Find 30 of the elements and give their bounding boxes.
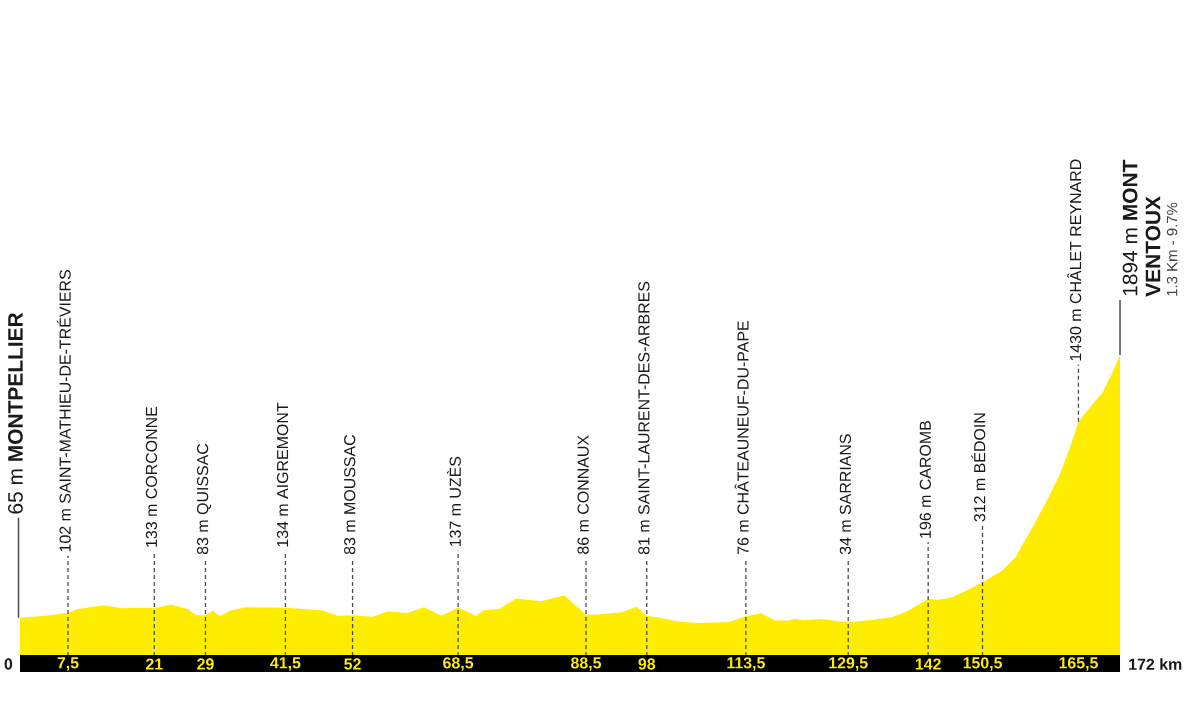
x-tick-label: 41,5 <box>270 657 301 671</box>
annotation: 83 m QUISSAC <box>196 443 212 555</box>
x-tick-label: 52 <box>344 658 361 670</box>
x-tick-label: 7,5 <box>57 657 79 671</box>
annotation: 312 m BÉDOIN <box>971 413 986 522</box>
text: 1.3 Km - 9.7% <box>1166 202 1178 296</box>
annotation: 134 m AIGREMONT <box>276 402 289 547</box>
x-tick-label: 150,5 <box>963 657 1003 671</box>
annotation: 196 m CAROMB <box>919 421 931 538</box>
annotation: 34 m SARRIANS <box>839 434 851 555</box>
annotation: 81 m SAINT-LAURENT-DES-ARBRES <box>638 281 650 555</box>
annotation: 0 <box>4 658 13 670</box>
x-tick-label: 98 <box>638 658 656 670</box>
x-tick-label: 21 <box>145 658 163 670</box>
x-tick-label: 129,5 <box>829 657 868 671</box>
annotation: 137 m UZÈS <box>446 456 461 547</box>
annotation: 1430 m CHÂLET REYNARD <box>1067 159 1082 361</box>
x-tick-label: 68,5 <box>443 657 474 671</box>
annotation: 133 m CORCONNE <box>145 406 158 547</box>
annotation: 172 km <box>1129 658 1182 670</box>
x-tick-label: 142 <box>915 658 941 670</box>
x-tick-label: 88,5 <box>570 657 602 671</box>
x-tick-label: 113,5 <box>727 657 765 671</box>
x-tick-label: 29 <box>197 658 214 670</box>
annotation: 102 m SAINT-MATHIEU-DE-TRÉVIERS <box>56 270 71 552</box>
annotation: 76 m CHÂTEAUNEUF-DU-PAPE <box>734 321 749 554</box>
annotation: 83 m MOUSSAC <box>344 434 356 555</box>
annotation: 65 m MONTPELLIER <box>8 312 23 514</box>
annotation: 86 m CONNAUX <box>577 435 589 554</box>
x-tick-label: 165,5 <box>1059 657 1098 671</box>
